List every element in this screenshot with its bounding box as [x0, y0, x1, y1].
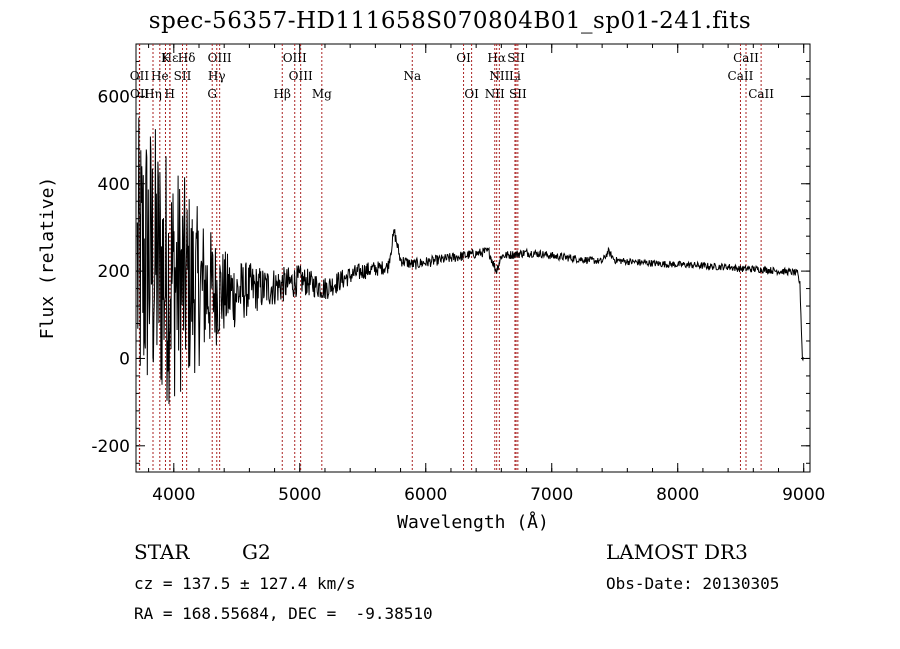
x-tick-label: 8000	[656, 485, 699, 505]
line-label: SII	[509, 87, 527, 101]
line-label: Mg	[312, 87, 332, 101]
line-label: Hη	[144, 87, 162, 101]
line-label: CaII	[733, 51, 759, 65]
survey-name: LAMOST DR3	[606, 540, 748, 564]
line-label: K	[161, 51, 171, 65]
line-label: Hδ	[178, 51, 196, 65]
x-tick-label: 6000	[404, 485, 447, 505]
line-label: OII	[130, 87, 150, 101]
coordinates: RA = 168.55684, DEC = -9.38510	[134, 604, 433, 623]
line-label: SII	[174, 69, 192, 83]
line-label: Hγ	[208, 69, 226, 83]
y-tick-label: 200	[98, 262, 130, 282]
y-tick-label: -200	[91, 437, 130, 457]
y-tick-label: 0	[119, 349, 130, 369]
x-tick-label: 4000	[152, 485, 195, 505]
plot-frame	[135, 43, 811, 473]
x-axis-label: Wavelength (Å)	[397, 511, 549, 533]
line-label: OI	[464, 87, 479, 101]
object-subclass: G2	[242, 540, 271, 564]
line-label: NII	[489, 69, 509, 83]
line-label: He	[151, 69, 169, 83]
chart-title: spec-56357-HD111658S070804B01_sp01-241.f…	[148, 8, 752, 34]
line-label: Na	[403, 69, 421, 83]
redshift-readout: cz = 137.5 ± 127.4 km/s	[134, 574, 356, 593]
y-tick-label: 400	[98, 175, 130, 195]
y-axis-label: Flux (relative)	[37, 177, 58, 340]
obs-date: Obs-Date: 20130305	[606, 574, 780, 593]
line-label: Hα	[487, 51, 506, 65]
line-label: Hβ	[274, 87, 291, 101]
line-label: OIII	[208, 51, 232, 65]
line-label: Li	[509, 69, 521, 83]
line-label: OIII	[283, 51, 307, 65]
line-label: G	[207, 87, 217, 101]
x-tick-label: 7000	[530, 485, 573, 505]
line-label: CaII	[728, 69, 754, 83]
line-label: SII	[507, 51, 525, 65]
line-label: OIII	[289, 69, 313, 83]
flux-series-line	[136, 117, 804, 405]
line-label: NII	[485, 87, 505, 101]
line-label: H	[165, 87, 175, 101]
line-label: OI	[456, 51, 471, 65]
object-class: STAR	[134, 540, 190, 564]
y-tick-label: 600	[98, 87, 130, 107]
x-tick-label: 9000	[782, 485, 825, 505]
x-tick-label: 5000	[278, 485, 321, 505]
line-label: CaII	[748, 87, 774, 101]
